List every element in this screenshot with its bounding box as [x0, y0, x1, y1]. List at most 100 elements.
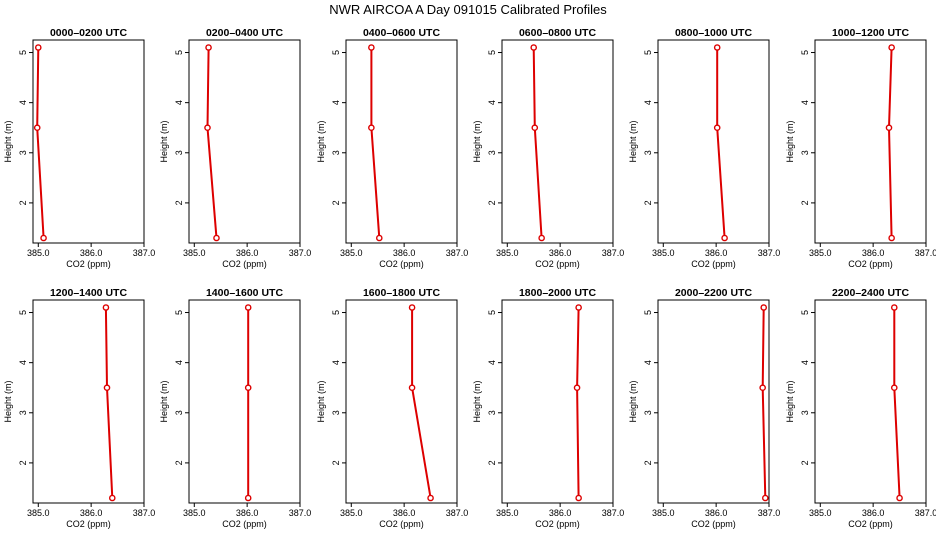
data-point — [205, 44, 212, 51]
data-point — [368, 44, 375, 51]
profile-line — [206, 47, 218, 239]
x-tick-label: 386.0 — [705, 248, 728, 258]
x-axis-label: CO2 (ppm) — [222, 259, 267, 269]
data-point — [575, 494, 582, 502]
y-axis-label: Height (m) — [785, 120, 795, 162]
data-point — [531, 124, 539, 132]
x-axis-label: CO2 (ppm) — [66, 519, 111, 529]
y-axis-label: Height (m) — [316, 120, 326, 162]
data-point — [888, 44, 895, 51]
x-tick-label: 387.0 — [446, 248, 469, 258]
panel-grid: 0000–0200 UTC 385.0 386.0 387.0 2 3 4 5 CO2 (ppm… — [3, 27, 936, 529]
profile-line — [370, 47, 381, 239]
plot-frame — [657, 39, 770, 244]
y-tick-label: 3 — [800, 410, 810, 415]
y-tick-label: 4 — [487, 100, 497, 105]
plot-frame — [501, 39, 614, 244]
y-tick-label: 2 — [800, 460, 810, 465]
x-tick-label: 385.0 — [340, 508, 363, 518]
data-point — [103, 384, 111, 392]
x-tick-label: 385.0 — [652, 508, 675, 518]
y-tick-label: 2 — [643, 460, 653, 465]
data-point — [244, 384, 252, 392]
panel-title: 1800–2000 UTC — [519, 287, 596, 299]
x-tick-label: 385.0 — [809, 508, 832, 518]
x-tick-label: 386.0 — [80, 248, 103, 258]
data-point — [368, 124, 375, 132]
y-tick-label: 5 — [800, 310, 810, 315]
panel-title: 0400–0600 UTC — [363, 27, 440, 39]
plot-frame — [188, 39, 301, 244]
data-point — [204, 124, 211, 132]
data-point — [573, 384, 581, 392]
plot-frame — [814, 39, 927, 244]
y-tick-label: 4 — [800, 360, 810, 365]
x-tick-label: 386.0 — [393, 248, 416, 258]
y-tick-label: 5 — [174, 310, 184, 315]
x-tick-label: 386.0 — [393, 508, 416, 518]
y-tick-label: 4 — [643, 360, 653, 365]
y-axis-label: Height (m) — [472, 120, 482, 162]
x-tick-label: 385.0 — [496, 508, 519, 518]
profile-panel: 1000–1200 UTC 385.0 386.0 387.0 2 3 4 5 CO2 (ppm… — [785, 27, 936, 269]
y-tick-label: 4 — [487, 360, 497, 365]
profile-panel: 0800–1000 UTC 385.0 386.0 387.0 2 3 4 5 CO2 (ppm… — [628, 27, 780, 269]
profile-panel: 0200–0400 UTC 385.0 386.0 387.0 2 3 4 5 CO2 (ppm… — [159, 27, 311, 269]
data-point — [760, 304, 768, 311]
data-point — [375, 234, 383, 242]
y-axis-label: Height (m) — [316, 380, 326, 422]
plot-frame — [32, 39, 145, 244]
data-point — [244, 494, 252, 502]
plot-frame — [501, 299, 614, 504]
panel-title: 0800–1000 UTC — [675, 27, 752, 39]
y-tick-label: 3 — [18, 410, 28, 415]
data-point — [713, 124, 721, 132]
data-point — [34, 44, 42, 51]
x-tick-label: 385.0 — [27, 248, 50, 258]
data-point — [33, 124, 41, 132]
x-axis-label: CO2 (ppm) — [691, 259, 736, 269]
data-point — [244, 304, 252, 311]
y-tick-label: 5 — [487, 50, 497, 55]
y-tick-label: 2 — [487, 460, 497, 465]
x-tick-label: 387.0 — [758, 508, 781, 518]
x-axis-label: CO2 (ppm) — [848, 259, 893, 269]
data-point — [102, 304, 110, 311]
y-tick-label: 3 — [487, 150, 497, 155]
y-tick-label: 3 — [18, 150, 28, 155]
y-tick-label: 2 — [174, 200, 184, 205]
y-axis-label: Height (m) — [785, 380, 795, 422]
y-tick-label: 5 — [800, 50, 810, 55]
x-axis-label: CO2 (ppm) — [691, 519, 736, 529]
x-tick-label: 385.0 — [340, 248, 363, 258]
profile-line — [893, 307, 901, 499]
y-tick-label: 2 — [800, 200, 810, 205]
profile-panel: 1200–1400 UTC 385.0 386.0 387.0 2 3 4 5 CO2 (ppm… — [3, 287, 155, 529]
figure-title: NWR AIRCOA A Day 091015 Calibrated Profi… — [329, 2, 607, 17]
profile-line — [36, 47, 45, 239]
data-point — [888, 234, 895, 242]
data-point — [762, 494, 769, 502]
x-tick-label: 385.0 — [183, 508, 206, 518]
data-point — [713, 44, 721, 51]
y-tick-label: 3 — [331, 410, 341, 415]
y-axis-label: Height (m) — [3, 380, 13, 422]
x-tick-label: 386.0 — [236, 248, 259, 258]
y-tick-label: 5 — [18, 50, 28, 55]
profile-panel: 1400–1600 UTC 385.0 386.0 387.0 2 3 4 5 CO2 (ppm… — [159, 287, 311, 529]
y-axis-label: Height (m) — [3, 120, 13, 162]
y-tick-label: 3 — [800, 150, 810, 155]
data-point — [538, 234, 545, 242]
y-tick-label: 2 — [487, 200, 497, 205]
x-tick-label: 385.0 — [183, 248, 206, 258]
x-tick-label: 386.0 — [236, 508, 259, 518]
panel-title: 2200–2400 UTC — [832, 287, 909, 299]
profile-panel: 0000–0200 UTC 385.0 386.0 387.0 2 3 4 5 CO2 (ppm… — [3, 27, 155, 269]
plot-frame — [814, 299, 927, 504]
plot-frame — [345, 39, 458, 244]
y-tick-label: 4 — [800, 100, 810, 105]
profile-panel: 2000–2200 UTC 385.0 386.0 387.0 2 3 4 5 CO2 (ppm… — [628, 287, 780, 529]
y-tick-label: 3 — [174, 150, 184, 155]
panel-title: 0600–0800 UTC — [519, 27, 596, 39]
